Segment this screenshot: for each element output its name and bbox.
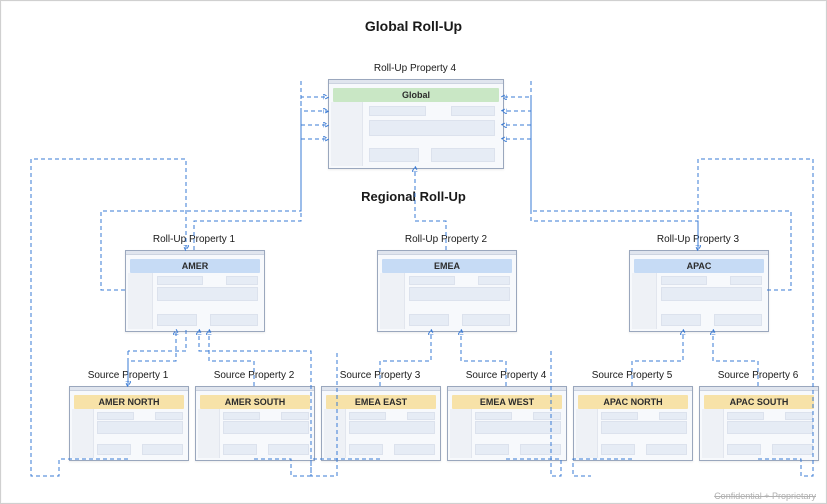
card-region-2: EMEA	[377, 250, 517, 332]
label-source-3: Source Property 3	[321, 370, 439, 381]
label-source-1: Source Property 1	[69, 370, 187, 381]
banner-source-4: EMEA WEST	[452, 395, 562, 409]
title-regional: Regional Roll-Up	[1, 189, 826, 204]
banner-source-5: APAC NORTH	[578, 395, 688, 409]
label-region-3: Roll-Up Property 3	[629, 234, 767, 245]
card-body	[331, 102, 501, 166]
card-region-1: AMER	[125, 250, 265, 332]
label-source-4: Source Property 4	[447, 370, 565, 381]
card-source-4: EMEA WEST	[447, 386, 567, 461]
title-global: Global Roll-Up	[1, 18, 826, 34]
banner-global: Global	[333, 88, 499, 102]
footer-confidential: Confidential + Proprietary	[714, 491, 816, 501]
label-global-card: Roll-Up Property 4	[328, 63, 502, 74]
label-source-6: Source Property 6	[699, 370, 817, 381]
label-region-1: Roll-Up Property 1	[125, 234, 263, 245]
card-source-3: EMEA EAST	[321, 386, 441, 461]
banner-region-3: APAC	[634, 259, 764, 273]
banner-source-2: AMER SOUTH	[200, 395, 310, 409]
card-source-5: APAC NORTH	[573, 386, 693, 461]
banner-source-3: EMEA EAST	[326, 395, 436, 409]
diagram-canvas: Global Roll-Up Regional Roll-Up Roll-Up …	[0, 0, 827, 504]
banner-region-2: EMEA	[382, 259, 512, 273]
label-region-2: Roll-Up Property 2	[377, 234, 515, 245]
card-source-6: APAC SOUTH	[699, 386, 819, 461]
banner-source-6: APAC SOUTH	[704, 395, 814, 409]
card-topbar	[329, 80, 503, 84]
banner-region-1: AMER	[130, 259, 260, 273]
card-source-2: AMER SOUTH	[195, 386, 315, 461]
card-source-1: AMER NORTH	[69, 386, 189, 461]
card-global: Global	[328, 79, 504, 169]
label-source-2: Source Property 2	[195, 370, 313, 381]
label-source-5: Source Property 5	[573, 370, 691, 381]
banner-source-1: AMER NORTH	[74, 395, 184, 409]
card-region-3: APAC	[629, 250, 769, 332]
